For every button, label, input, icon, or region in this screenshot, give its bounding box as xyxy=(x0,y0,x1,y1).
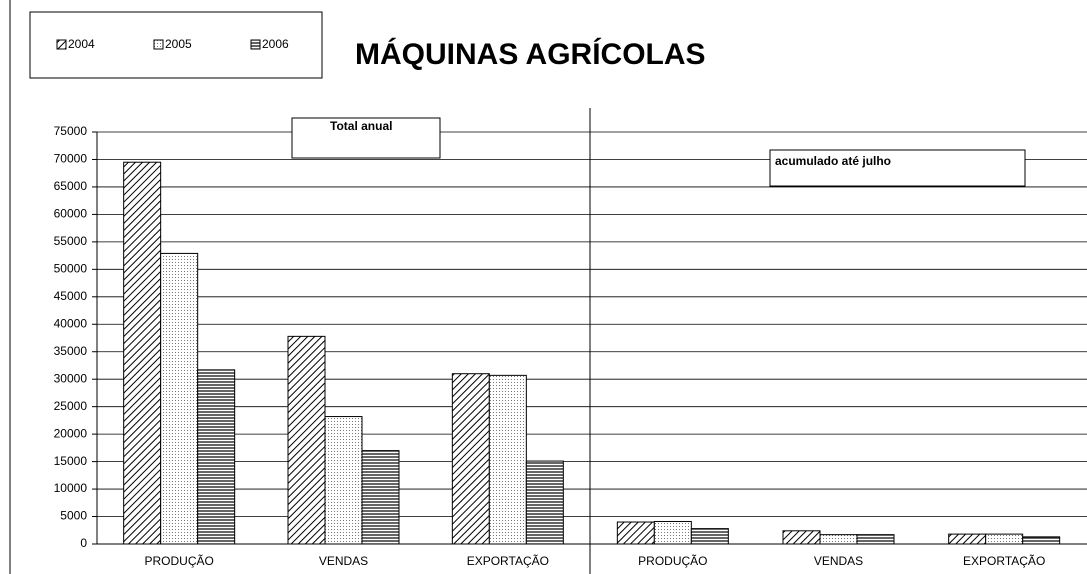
bar xyxy=(361,450,400,545)
bar xyxy=(287,335,326,545)
x-tick-label: VENDAS xyxy=(319,554,368,568)
legend-swatch xyxy=(56,39,67,50)
y-tick-label: 65000 xyxy=(54,179,88,193)
legend-label: 2005 xyxy=(165,37,192,51)
bar xyxy=(525,460,564,545)
bar xyxy=(856,534,895,545)
y-tick-label: 55000 xyxy=(54,234,88,248)
y-tick-label: 60000 xyxy=(54,207,88,221)
annotation-box xyxy=(769,149,1026,187)
chart-title: MÁQUINAS AGRÍCOLAS xyxy=(355,37,706,71)
bar xyxy=(324,416,363,545)
x-tick-label: PRODUÇÃO xyxy=(638,554,707,568)
bar xyxy=(819,534,858,545)
x-tick-label: EXPORTAÇÃO xyxy=(963,554,1045,568)
y-tick-label: 35000 xyxy=(54,344,88,358)
y-tick-label: 5000 xyxy=(60,509,87,523)
y-tick-label: 30000 xyxy=(54,371,88,385)
y-tick-label: 20000 xyxy=(54,426,88,440)
bar xyxy=(948,533,987,545)
bar xyxy=(782,530,821,545)
y-tick-label: 50000 xyxy=(54,262,88,276)
legend-swatch xyxy=(153,39,164,50)
bar xyxy=(690,528,729,545)
bar xyxy=(123,161,162,545)
y-tick-label: 0 xyxy=(80,536,87,550)
legend-label: 2006 xyxy=(262,37,289,51)
y-tick-label: 70000 xyxy=(54,152,88,166)
y-tick-label: 15000 xyxy=(54,454,88,468)
bar xyxy=(488,374,527,545)
y-tick-label: 40000 xyxy=(54,316,88,330)
annotation: acumulado até julho xyxy=(775,154,891,168)
y-tick-label: 45000 xyxy=(54,289,88,303)
y-tick-label: 75000 xyxy=(54,124,88,138)
bar xyxy=(1022,536,1061,545)
x-tick-label: PRODUÇÃO xyxy=(144,554,213,568)
annotation: Total anual xyxy=(330,119,392,133)
bar xyxy=(197,369,236,545)
y-tick-label: 25000 xyxy=(54,399,88,413)
bar xyxy=(160,252,199,545)
y-tick-label: 10000 xyxy=(54,481,88,495)
bar xyxy=(616,521,655,545)
legend-box xyxy=(29,11,323,79)
x-tick-label: EXPORTAÇÃO xyxy=(467,554,549,568)
legend-label: 2004 xyxy=(68,37,95,51)
bar xyxy=(451,373,490,545)
legend-swatch xyxy=(250,39,261,50)
x-tick-label: VENDAS xyxy=(814,554,863,568)
bar xyxy=(985,533,1024,545)
annotation-box xyxy=(291,117,441,159)
bar xyxy=(653,520,692,545)
